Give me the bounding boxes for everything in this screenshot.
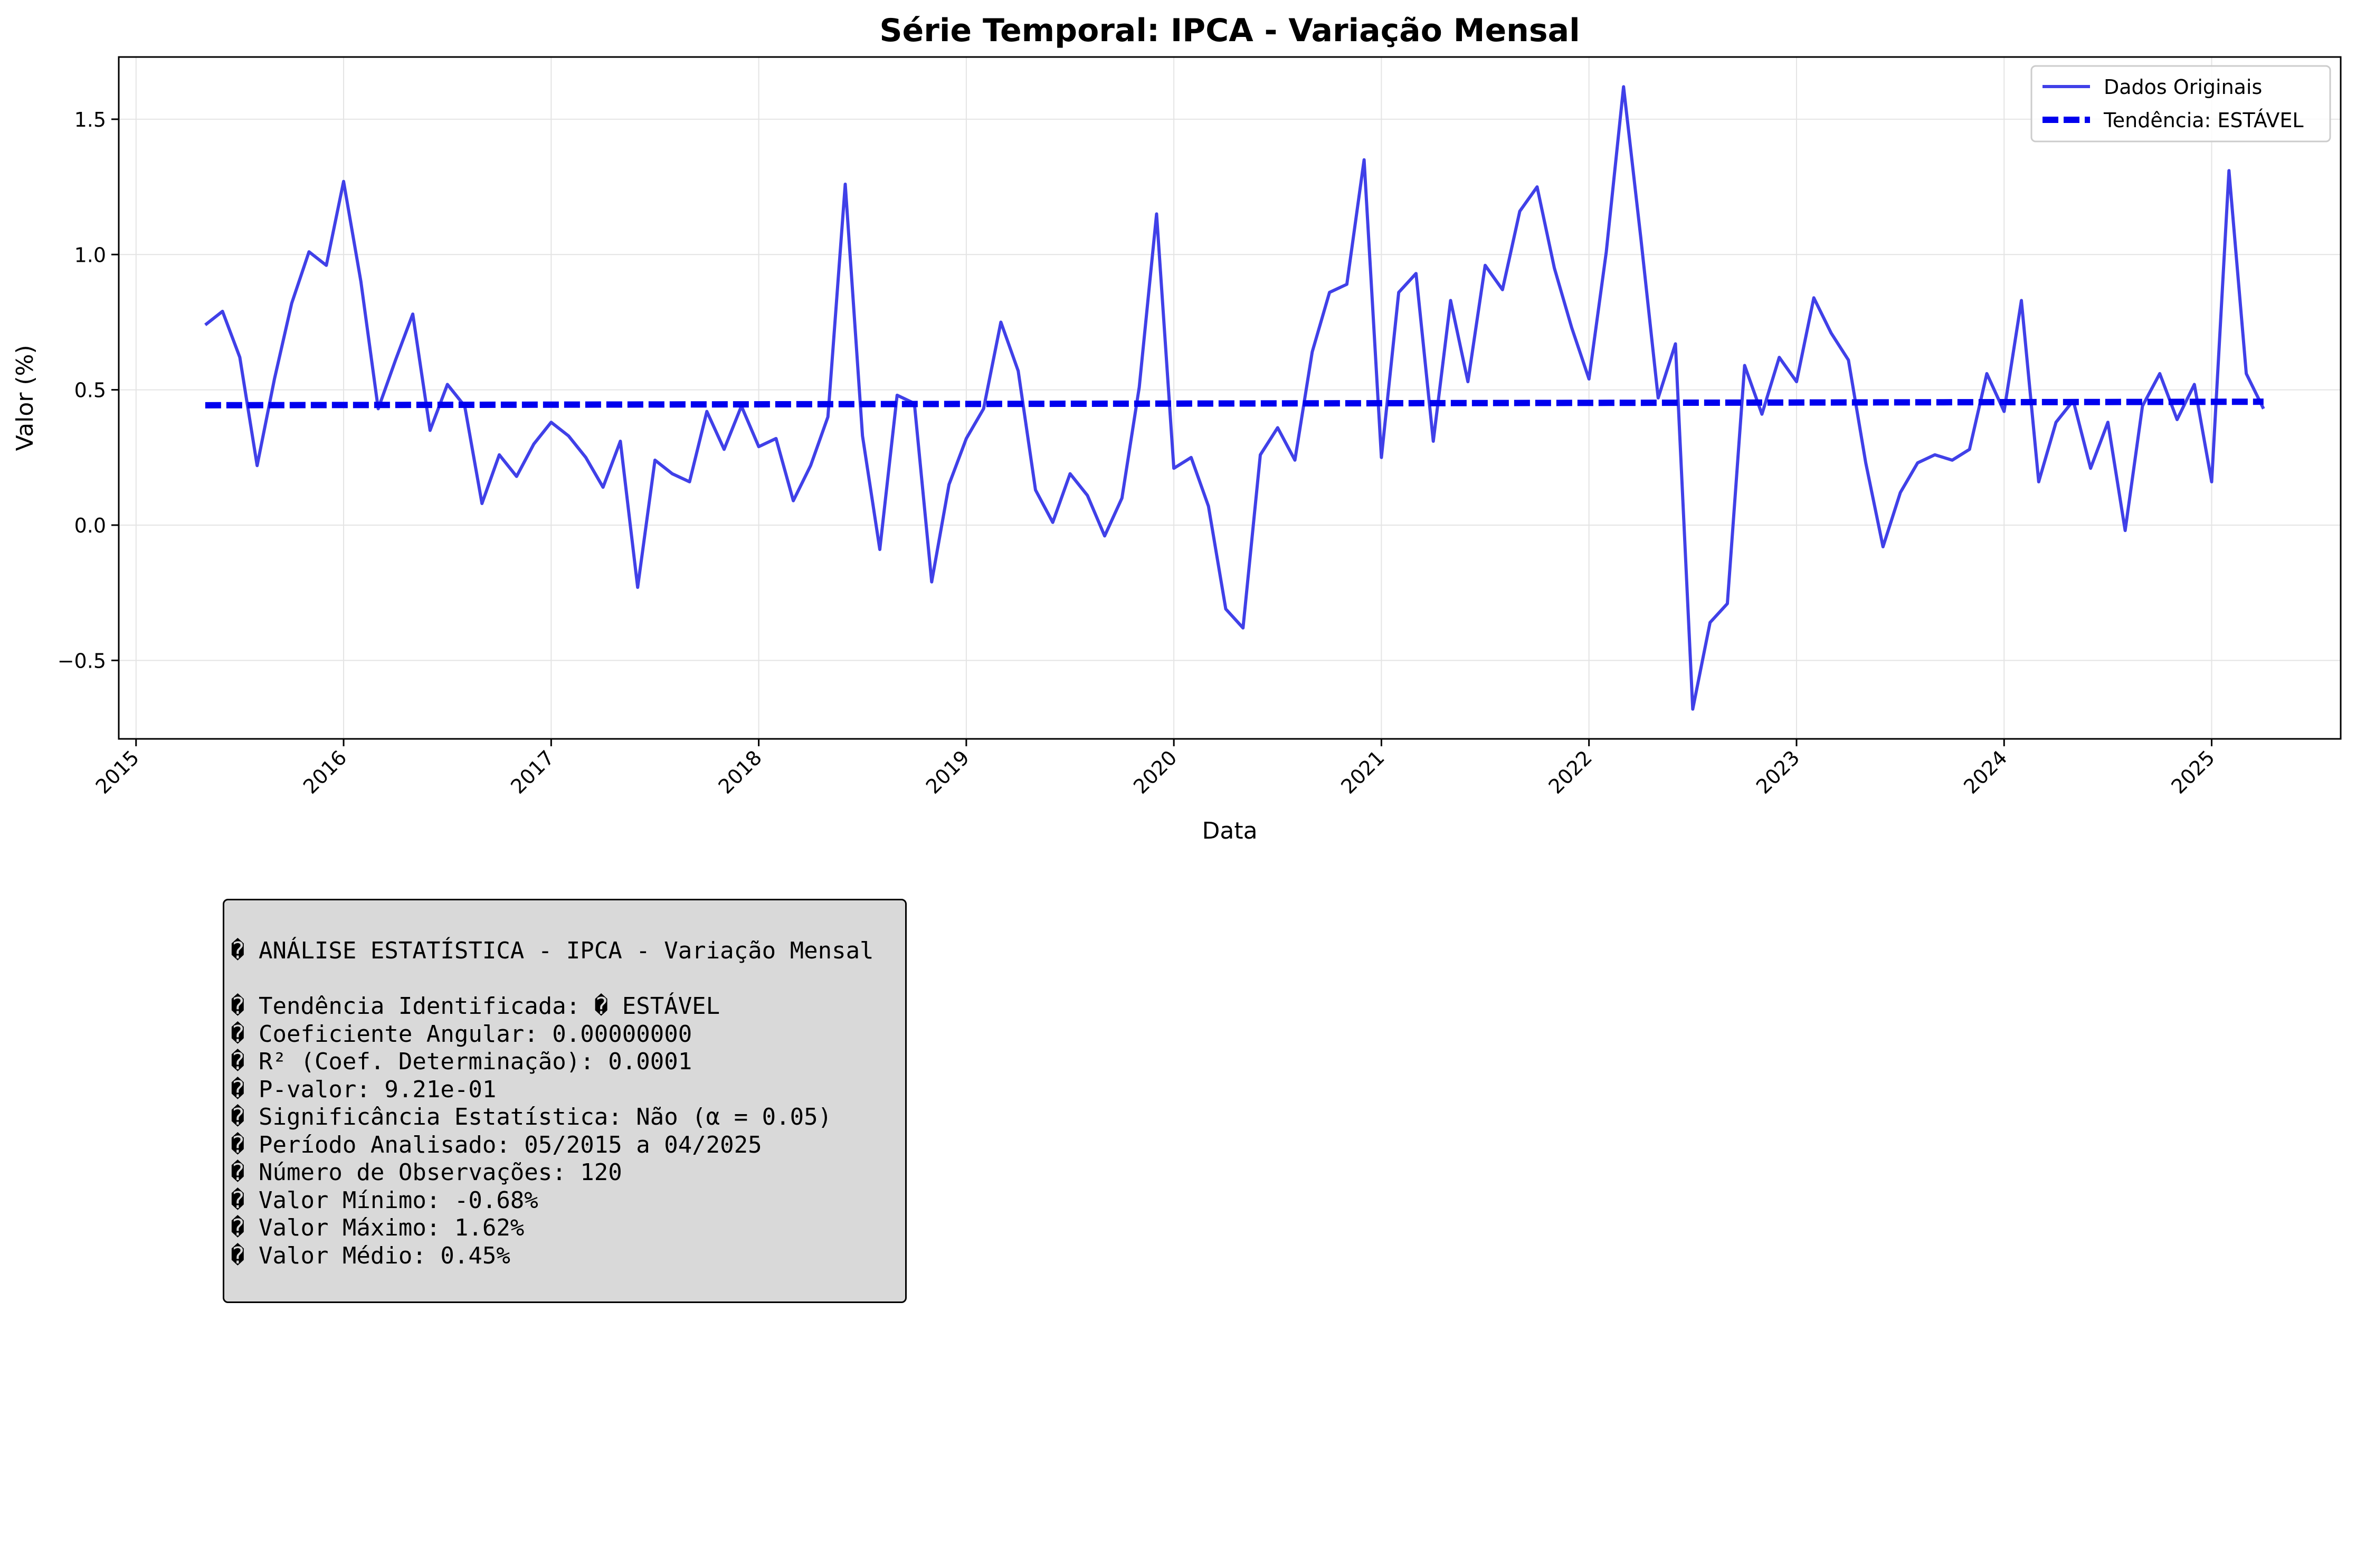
y-tick-label: 1.5 — [74, 108, 106, 131]
stats-spacer — [231, 965, 905, 993]
y-tick-label: 0.5 — [74, 379, 106, 402]
legend-label-original: Dados Originais — [2104, 75, 2262, 99]
y-tick-label: 1.0 — [74, 243, 106, 267]
x-tick-label: 2024 — [1959, 746, 2012, 799]
x-axis-label: Data — [1202, 818, 1257, 844]
stats-line-period: � Período Analisado: 05/2015 a 04/2025 — [231, 1131, 762, 1158]
y-axis-label: Valor (%) — [12, 345, 39, 451]
x-tick-label: 2018 — [714, 746, 766, 799]
chart-title: Série Temporal: IPCA - Variação Mensal — [879, 12, 1580, 49]
series-line-dados-originais — [204, 85, 2265, 711]
y-axis: −0.5 0.0 0.5 1.0 1.5 — [58, 108, 119, 672]
stats-line-min: � Valor Mínimo: -0.68% — [231, 1186, 538, 1214]
x-tick-label: 2015 — [91, 746, 144, 799]
stats-line-mean: � Valor Médio: 0.45% — [231, 1242, 510, 1269]
x-tick-label: 2021 — [1336, 746, 1389, 799]
statistics-box: � ANÁLISE ESTATÍSTICA - IPCA - Variação … — [223, 899, 907, 1303]
stats-line-pvalue: � P-valor: 9.21e-01 — [231, 1076, 497, 1103]
legend-label-trend: Tendência: ESTÁVEL — [2103, 109, 2304, 132]
y-tick-label: −0.5 — [58, 649, 106, 672]
stats-line-significance: � Significância Estatística: Não (α = 0.… — [231, 1104, 832, 1130]
x-tick-label: 2017 — [506, 746, 559, 799]
stats-title: � ANÁLISE ESTATÍSTICA - IPCA - Variação … — [231, 937, 874, 964]
stats-line-max: � Valor Máximo: 1.62% — [231, 1214, 525, 1241]
y-tick-label: 0.0 — [74, 514, 106, 537]
x-tick-label: 2022 — [1544, 746, 1597, 799]
series-layer — [204, 85, 2265, 711]
series-line-tendencia — [205, 398, 2264, 408]
stats-line-count: � Número de Observações: 120 — [231, 1159, 622, 1186]
legend: Dados Originais Tendência: ESTÁVEL — [2030, 65, 2331, 142]
legend-frame — [2030, 65, 2331, 142]
stats-line-r2: � R² (Coef. Determinação): 0.0001 — [231, 1048, 692, 1075]
x-tick-label: 2019 — [922, 746, 974, 799]
stats-line-trend: � Tendência Identificada: � ESTÁVEL — [231, 993, 720, 1020]
x-tick-label: 2020 — [1129, 746, 1182, 799]
x-axis: 2015 2016 2017 2018 2019 2020 2021 2022 2023 2024… — [91, 739, 2219, 799]
stats-line-slope: � Coeficiente Angular: 0.00000000 — [231, 1020, 692, 1048]
grid-lines — [119, 57, 2341, 739]
x-tick-label: 2016 — [299, 746, 352, 799]
x-tick-label: 2025 — [2167, 746, 2219, 799]
plot-frame — [118, 56, 2342, 740]
x-tick-label: 2023 — [1752, 746, 1804, 799]
